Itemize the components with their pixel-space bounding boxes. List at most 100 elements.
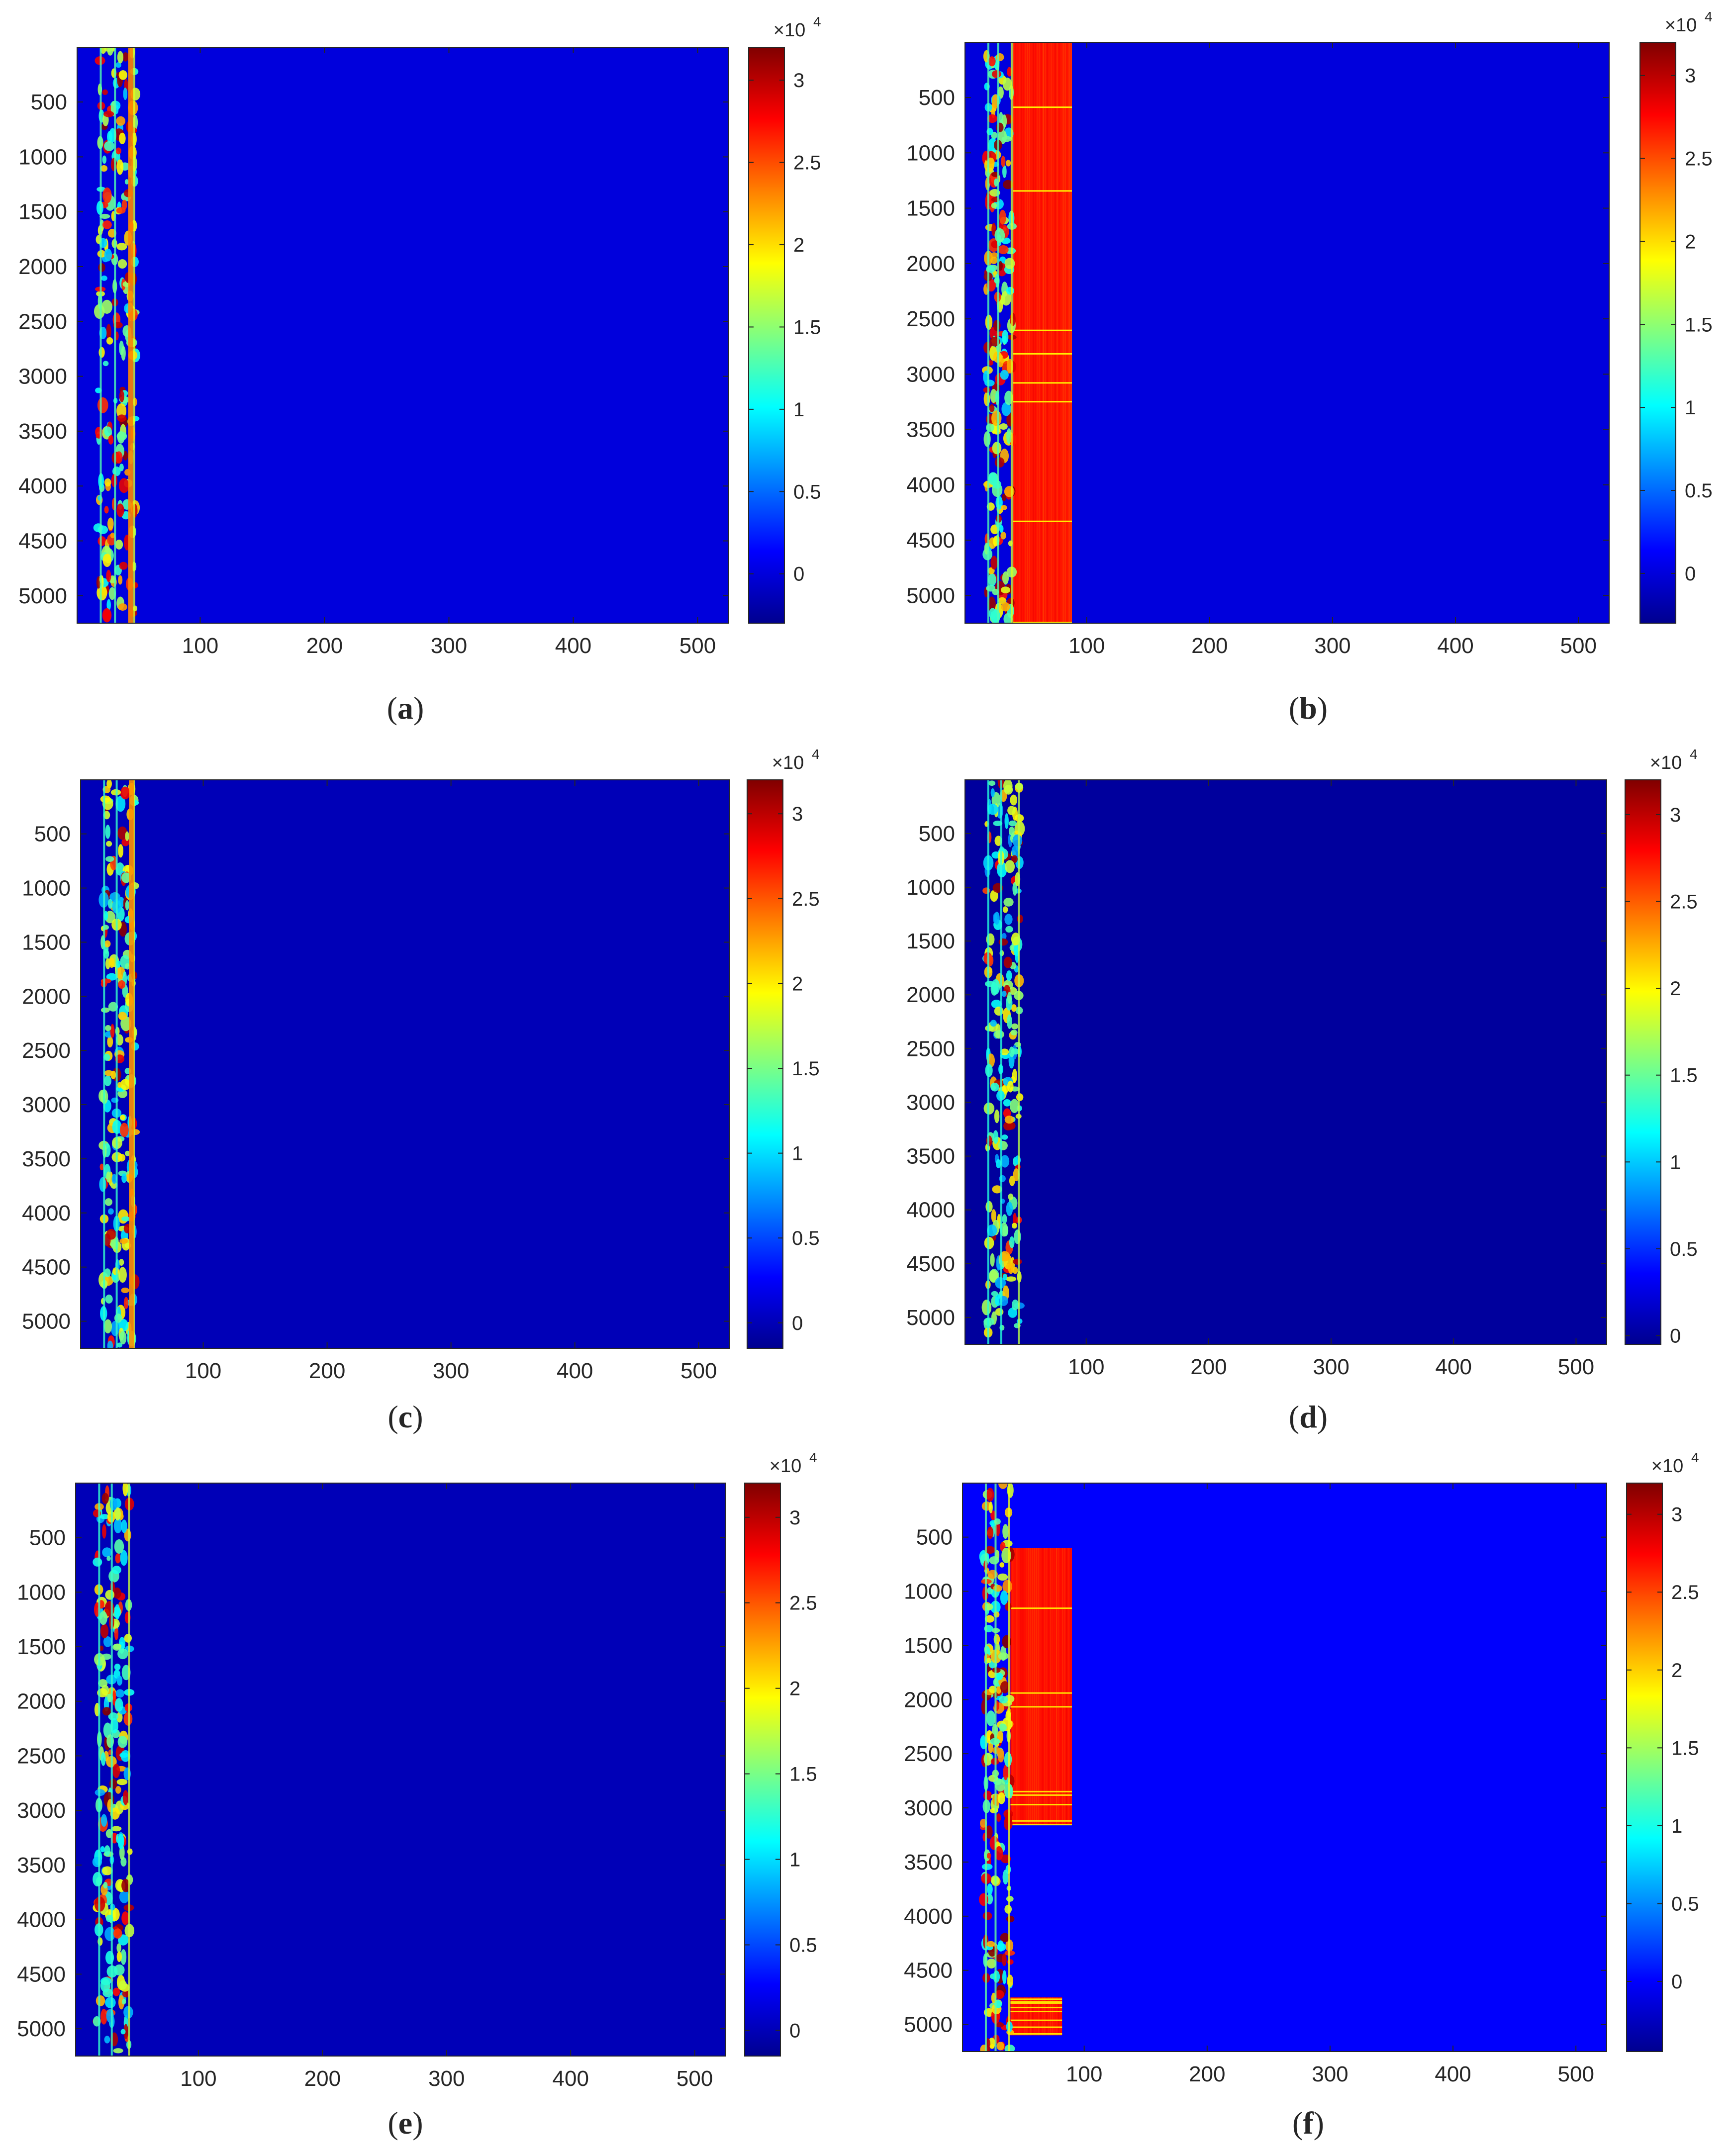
signal-blob (116, 1943, 121, 1953)
signal-blob (987, 114, 997, 123)
y-tick-label: 1500 (904, 1633, 953, 1658)
signal-blob (115, 451, 123, 464)
colorbar (748, 47, 785, 624)
signal-blob (988, 56, 996, 67)
signal-blob (1000, 532, 1006, 540)
colorbar-tick-label: 1 (789, 1849, 800, 1871)
x-tick-label: 300 (1313, 1355, 1349, 1379)
signal-blob (998, 938, 1008, 946)
signal-blob (99, 1611, 107, 1625)
signal-blob (107, 517, 114, 530)
signal-blob (992, 480, 1001, 489)
signal-blob (114, 1664, 121, 1671)
streak (1037, 42, 1038, 623)
panel-caption: (a) (387, 690, 424, 726)
streak (1029, 42, 1030, 623)
axes-box (962, 1483, 1607, 2052)
colorbar (1639, 42, 1676, 624)
streak (1054, 1548, 1056, 1824)
band-line (114, 47, 116, 623)
signal-blob (991, 410, 1002, 426)
y-tick-label: 5000 (904, 2013, 953, 2037)
signal-blob (118, 1259, 124, 1266)
signal-blob (116, 503, 124, 517)
signal-blob (117, 1736, 128, 1748)
signal-blob (120, 1079, 131, 1090)
signal-blob (1002, 1273, 1008, 1281)
signal-blob (999, 525, 1004, 533)
signal-blob (997, 1940, 1004, 1952)
signal-blob (118, 132, 126, 145)
streak (1031, 42, 1032, 623)
signal-blob (1003, 180, 1013, 189)
signal-blob (1005, 860, 1015, 873)
streak (1036, 1548, 1038, 1824)
signal-blob (118, 478, 129, 493)
streak (1070, 42, 1072, 623)
signal-blob (987, 596, 996, 612)
colorbar-tick-label: 0 (1670, 1325, 1681, 1347)
signal-blob (120, 1949, 127, 1965)
signal-blob (995, 1846, 1003, 1861)
signal-blob (983, 431, 991, 447)
signal-blob (99, 1177, 106, 1192)
signal-blob (112, 1690, 116, 1706)
signal-blob (115, 1553, 121, 1564)
signal-blob (988, 780, 996, 786)
streak (1070, 1548, 1071, 1824)
signal-blob (119, 1980, 127, 1990)
signal-blob (100, 795, 111, 803)
signal-blob (991, 979, 1000, 995)
y-tick-label: 500 (34, 822, 71, 846)
colorbar-exponent-power: 4 (809, 1450, 817, 1465)
y-tick-label: 5000 (22, 1310, 71, 1334)
streak (1022, 1548, 1024, 1824)
signal-blob (992, 442, 1002, 455)
signal-blob (1001, 290, 1012, 306)
signal-blob (990, 1020, 997, 1027)
signal-blob (1000, 586, 1011, 594)
signal-blob (119, 1752, 129, 1758)
signal-blob (106, 1171, 111, 1183)
signal-blob (981, 1864, 993, 1870)
band-line (103, 780, 105, 1348)
signal-blob (1011, 1004, 1017, 1012)
signal-blob (103, 110, 114, 117)
streak (1040, 1548, 1042, 1824)
x-tick-label: 400 (555, 634, 591, 658)
signal-blob (104, 1268, 111, 1277)
signal-blob (986, 1710, 996, 1726)
signal-blob (102, 220, 112, 229)
colorbar (744, 1483, 781, 2057)
signal-blob (986, 1893, 993, 1905)
signal-blob (1001, 402, 1011, 416)
axes-box (77, 47, 729, 624)
signal-blob (994, 228, 1005, 243)
signal-blob (995, 1779, 1006, 1792)
signal-blob (116, 1034, 123, 1046)
x-tick-label: 100 (1068, 634, 1105, 658)
band-line (1018, 780, 1020, 1344)
colorbar-tick-label: 2.5 (793, 152, 821, 174)
signal-blob (994, 1030, 1004, 1039)
signal-blob (1010, 1099, 1019, 1113)
streak (1010, 1998, 1062, 2000)
signal-blob (114, 1627, 119, 1640)
panel-caption: (e) (387, 2105, 423, 2141)
streak (1028, 1997, 1030, 2036)
colorbar-tick-label: 1.5 (1671, 1737, 1699, 1759)
streak (1060, 1997, 1061, 2036)
panel-caption: (d) (1289, 1399, 1328, 1434)
x-tick-label: 500 (680, 1359, 717, 1383)
band-line (997, 42, 999, 623)
signal-blob (103, 1070, 114, 1076)
signal-blob (1004, 486, 1015, 497)
signal-blob (985, 2038, 991, 2052)
signal-blob (108, 1712, 118, 1721)
x-tick-label: 300 (1312, 2062, 1348, 2086)
signal-blob (123, 88, 128, 100)
streak (1066, 42, 1068, 623)
streak (1010, 2026, 1062, 2028)
colorbar-tick-label: 3 (789, 1507, 800, 1529)
signal-blob (987, 1587, 993, 1594)
